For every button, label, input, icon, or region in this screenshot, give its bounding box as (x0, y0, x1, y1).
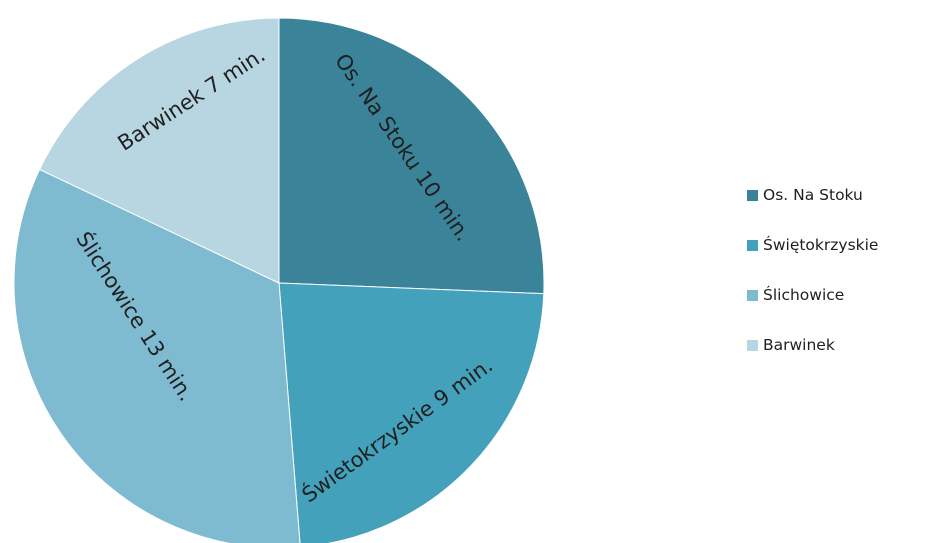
pie-slices (13, 17, 545, 543)
pie-slice-barwinek (38, 17, 280, 284)
pie-slice-os-na-stoku (278, 17, 545, 295)
legend-label: Ślichowice (763, 286, 845, 304)
legend-item-slichowice: Ślichowice (747, 283, 878, 307)
legend-item-os-na-stoku: Os. Na Stoku (747, 183, 878, 207)
legend-swatch (747, 339, 758, 351)
legend-label: Barwinek (763, 336, 835, 354)
legend: Os. Na Stoku Świętokrzyskie Ślichowice B… (747, 183, 878, 383)
legend-label: Os. Na Stoku (763, 186, 863, 204)
legend-swatch (747, 239, 758, 251)
legend-item-barwinek: Barwinek (747, 333, 878, 357)
legend-label: Świętokrzyskie (763, 236, 879, 254)
legend-swatch (747, 289, 758, 301)
legend-swatch (747, 189, 758, 201)
pie-slice-świętokrzyskie (278, 282, 545, 543)
legend-item-swietokrzyskie: Świętokrzyskie (747, 233, 878, 257)
